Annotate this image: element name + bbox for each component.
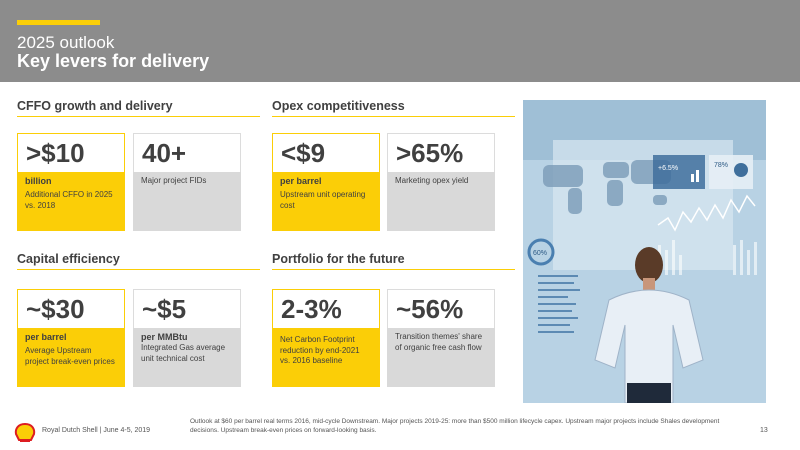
section-portfolio-rule bbox=[272, 269, 515, 270]
card-breakeven: ~$30 per barrel Average Upstream project… bbox=[17, 289, 125, 387]
card-value: >65% bbox=[396, 138, 464, 168]
card-description: Major project FIDs bbox=[141, 176, 207, 185]
card-description: Average Upstream project break-even pric… bbox=[25, 346, 115, 366]
page-number: 13 bbox=[760, 427, 768, 434]
card-transition: ~56% Transition themes' share of organic… bbox=[387, 289, 495, 387]
card-value: ~56% bbox=[396, 294, 464, 324]
card-unit: per MMBtu bbox=[141, 332, 188, 342]
photo-illustration: 60% +6.5% 78% bbox=[523, 100, 766, 403]
slide-title: Key levers for delivery bbox=[17, 51, 210, 71]
card-carbon: 2-3% Net Carbon Footprint reduction by e… bbox=[272, 289, 380, 387]
slide-subtitle: 2025 outlook bbox=[17, 33, 115, 52]
header-band: 2025 outlook Key levers for delivery bbox=[0, 0, 800, 82]
section-cffo-rule bbox=[17, 116, 260, 117]
card-description: Upstream unit operating cost bbox=[280, 190, 366, 210]
photo-label-1: +6.5% bbox=[658, 165, 678, 172]
card-unit: per barrel bbox=[280, 176, 322, 186]
card-value: 40+ bbox=[142, 138, 187, 168]
card-description: Additional CFFO in 2025 vs. 2018 bbox=[25, 190, 113, 210]
section-capital-rule bbox=[17, 269, 260, 270]
section-opex-rule bbox=[272, 116, 515, 117]
accent-bar bbox=[17, 20, 100, 25]
card-description: Integrated Gas average unit technical co… bbox=[141, 343, 226, 363]
card-value: 2-3% bbox=[281, 294, 342, 324]
card-unit: per barrel bbox=[25, 332, 67, 342]
hero-photo: 60% +6.5% 78% bbox=[523, 100, 766, 403]
footer-note: Outlook at $60 per barrel real terms 201… bbox=[190, 418, 720, 434]
card-project-fids: 40+ Major project FIDs bbox=[133, 133, 241, 231]
footer-company: Royal Dutch Shell | June 4-5, 2019 bbox=[42, 427, 151, 434]
card-unit: billion bbox=[25, 176, 52, 186]
card-value: ~$30 bbox=[26, 294, 85, 324]
card-cffo-billion: >$10 billion Additional CFFO in 2025 vs.… bbox=[17, 133, 125, 231]
card-opex-barrel: <$9 per barrel Upstream unit operating c… bbox=[272, 133, 380, 231]
card-value: >$10 bbox=[26, 138, 85, 168]
section-portfolio-heading: Portfolio for the future bbox=[272, 252, 405, 266]
card-value: ~$5 bbox=[142, 294, 187, 324]
card-description: Transition themes' share of organic free… bbox=[395, 332, 483, 352]
section-cffo-heading: CFFO growth and delivery bbox=[17, 99, 173, 113]
card-description: Net Carbon Footprint reduction by end-20… bbox=[280, 335, 360, 365]
card-marketing-yield: >65% Marketing opex yield bbox=[387, 133, 495, 231]
photo-label-3: 60% bbox=[533, 250, 547, 257]
section-capital-heading: Capital efficiency bbox=[17, 252, 120, 266]
shell-logo bbox=[14, 422, 36, 448]
card-description: Marketing opex yield bbox=[395, 176, 469, 185]
photo-label-2: 78% bbox=[714, 162, 728, 169]
card-value: <$9 bbox=[281, 138, 326, 168]
section-opex-heading: Opex competitiveness bbox=[272, 99, 405, 113]
man-figure bbox=[594, 247, 704, 403]
card-gas-cost: ~$5 per MMBtu Integrated Gas average uni… bbox=[133, 289, 241, 387]
